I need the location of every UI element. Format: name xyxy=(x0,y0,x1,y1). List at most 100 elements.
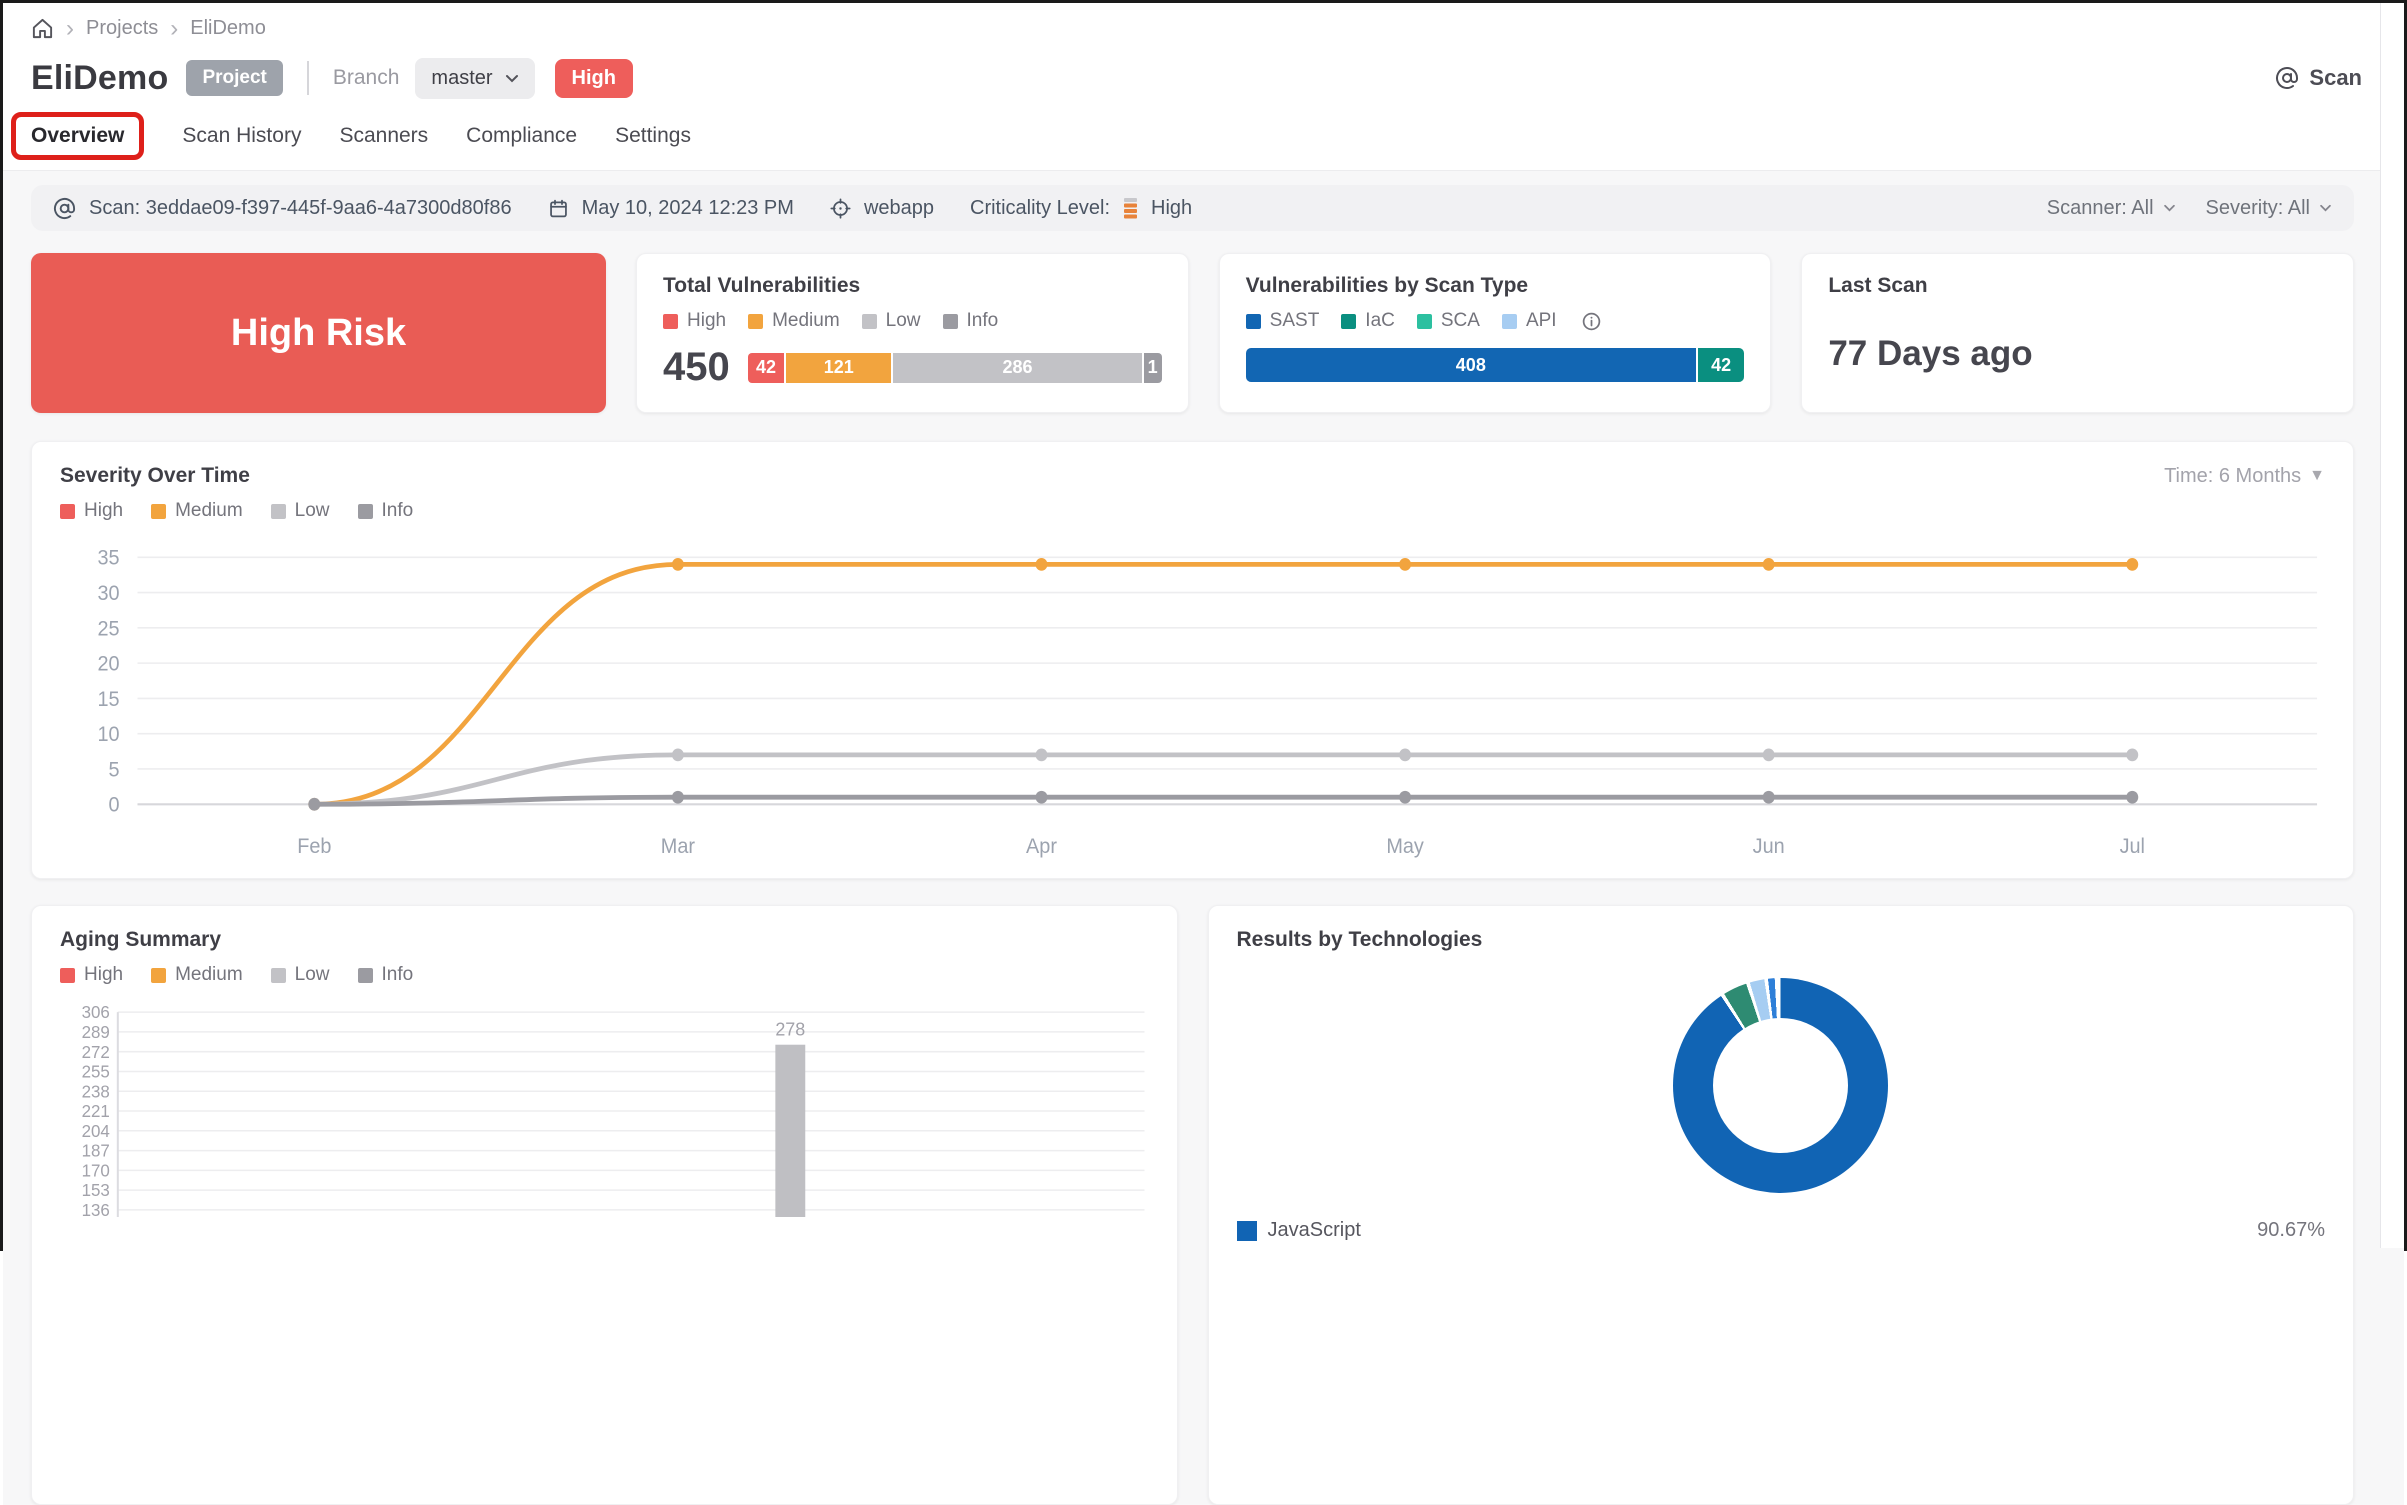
svg-text:Jul: Jul xyxy=(2120,835,2145,859)
legend-swatch xyxy=(1341,313,1357,329)
severity-filter[interactable]: Severity: All xyxy=(2206,197,2332,220)
javascript-swatch xyxy=(1236,1220,1257,1241)
legend-item-medium: Medium xyxy=(748,310,840,332)
chevron-down-icon xyxy=(2163,204,2175,212)
tab-compliance[interactable]: Compliance xyxy=(466,124,578,147)
svg-text:10: 10 xyxy=(98,723,120,747)
svg-text:0: 0 xyxy=(109,793,120,817)
legend-swatch xyxy=(1501,313,1517,329)
info-icon[interactable] xyxy=(1581,311,1602,332)
svg-text:20: 20 xyxy=(98,652,120,676)
chart-title: Aging Summary xyxy=(60,928,222,951)
scrollbar[interactable] xyxy=(2380,3,2404,1248)
severity-over-time-chart: 0 5 10 15 20 25 30 35 Feb Mar Apr May Jun Jul xyxy=(98,546,2318,859)
card-title: Last Scan xyxy=(1828,274,1928,297)
svg-text:187: 187 xyxy=(82,1142,110,1161)
technology-label: JavaScript xyxy=(1267,1219,1361,1241)
severity-legend: High Medium Low Info xyxy=(60,500,2325,522)
legend-swatch xyxy=(270,967,286,983)
criticality-label: Criticality Level: xyxy=(970,196,1111,219)
branch-value: master xyxy=(431,66,493,89)
legend-item-medium: Medium xyxy=(151,964,243,986)
svg-text:255: 255 xyxy=(82,1062,110,1081)
tab-overview[interactable]: Overview xyxy=(31,124,125,147)
tab-scan-history[interactable]: Scan History xyxy=(182,124,302,147)
svg-text:221: 221 xyxy=(82,1102,110,1121)
chevron-down-icon xyxy=(2320,204,2331,212)
bar-segment: 408 xyxy=(1245,348,1696,382)
legend-swatch xyxy=(942,313,958,329)
legend-swatch xyxy=(151,503,167,519)
legend-item-low: Low xyxy=(270,964,330,986)
criticality-value: High xyxy=(1151,196,1193,219)
breadcrumb: › Projects › EliDemo xyxy=(31,14,2376,42)
donut-hole xyxy=(1713,1018,1849,1153)
chevron-right-icon: › xyxy=(66,14,74,42)
technology-percent: 90.67% xyxy=(2257,1219,2325,1241)
legend-item-low: Low xyxy=(270,500,330,522)
legend-item-api: API xyxy=(1501,310,1557,332)
severity-legend: High Medium Low Info xyxy=(60,964,1149,986)
legend-item-high: High xyxy=(60,500,123,522)
legend-item-sca: SCA xyxy=(1416,310,1480,332)
time-range-filter[interactable]: Time: 6 Months ▼ xyxy=(2164,464,2325,487)
breadcrumb-projects[interactable]: Projects xyxy=(86,17,159,39)
bar-segment: 42 xyxy=(747,352,785,383)
legend-item-info: Info xyxy=(357,500,413,522)
bar-segment: 1 xyxy=(1143,352,1162,383)
triangle-down-icon: ▼ xyxy=(2309,467,2325,484)
project-type-badge: Project xyxy=(186,60,283,96)
svg-text:5: 5 xyxy=(109,758,120,782)
scan-type-card: Vulnerabilities by Scan Type SAST IaC SCA A… xyxy=(1218,253,1772,413)
legend-swatch xyxy=(861,313,877,329)
tab-scanners[interactable]: Scanners xyxy=(339,124,429,147)
scan-date: May 10, 2024 12:23 PM xyxy=(581,196,794,219)
scan-type-legend: SAST IaC SCA API xyxy=(1245,310,1745,332)
svg-text:136: 136 xyxy=(82,1201,110,1217)
legend-swatch xyxy=(748,313,764,329)
calendar-icon xyxy=(549,199,567,217)
svg-text:153: 153 xyxy=(82,1181,110,1200)
svg-text:289: 289 xyxy=(82,1023,110,1042)
scan-button-label: Scan xyxy=(2309,65,2362,90)
legend-item-info: Info xyxy=(942,310,998,332)
bar-segment: 121 xyxy=(786,352,892,383)
scanner-filter[interactable]: Scanner: All xyxy=(2047,197,2176,220)
content-area: Scan: 3eddae09-f397-445f-9aa6-4a7300d80f… xyxy=(3,170,2404,1505)
technology-legend-row: JavaScript 90.67% xyxy=(1236,1219,2325,1242)
scan-icon xyxy=(2276,67,2299,89)
home-icon[interactable] xyxy=(31,17,54,40)
risk-banner-label: High Risk xyxy=(230,311,407,354)
legend-swatch xyxy=(270,503,286,519)
chart-title: Severity Over Time xyxy=(60,464,250,487)
svg-text:May: May xyxy=(1386,835,1424,859)
legend-item-high: High xyxy=(60,964,123,986)
scan-info-bar: Scan: 3eddae09-f397-445f-9aa6-4a7300d80f… xyxy=(31,185,2354,231)
svg-text:15: 15 xyxy=(98,687,120,711)
last-scan-value: 77 Days ago xyxy=(1828,334,2033,373)
legend-swatch xyxy=(357,967,373,983)
legend-swatch xyxy=(151,967,167,983)
legend-swatch xyxy=(1416,313,1432,329)
scan-type-stacked-bar: 408 42 xyxy=(1245,348,1745,382)
legend-swatch xyxy=(1245,313,1261,329)
branch-select[interactable]: master xyxy=(415,57,535,99)
chevron-right-icon: › xyxy=(170,14,179,42)
breadcrumb-project-name[interactable]: EliDemo xyxy=(190,17,266,39)
card-title: Vulnerabilities by Scan Type xyxy=(1245,274,1529,297)
svg-text:272: 272 xyxy=(82,1043,110,1062)
tab-settings[interactable]: Settings xyxy=(615,124,691,147)
total-vulnerabilities-card: Total Vulnerabilities High Medium Low Info … xyxy=(636,253,1189,413)
target-icon xyxy=(830,197,851,219)
project-criticality-badge: High xyxy=(554,58,633,98)
legend-item-low: Low xyxy=(861,310,921,332)
legend-item-iac: IaC xyxy=(1341,310,1395,332)
scan-id: Scan: 3eddae09-f397-445f-9aa6-4a7300d80f… xyxy=(89,196,512,219)
svg-text:306: 306 xyxy=(82,1003,110,1022)
scan-button[interactable]: Scan xyxy=(2275,65,2362,91)
bar-segment: 286 xyxy=(893,352,1142,383)
severity-stacked-bar: 42 121 286 1 xyxy=(747,352,1162,383)
title-row: EliDemo Project Branch master High Scan xyxy=(31,52,2376,104)
results-by-technologies-card: Results by Technologies JavaScript 90.67… xyxy=(1207,905,2354,1505)
